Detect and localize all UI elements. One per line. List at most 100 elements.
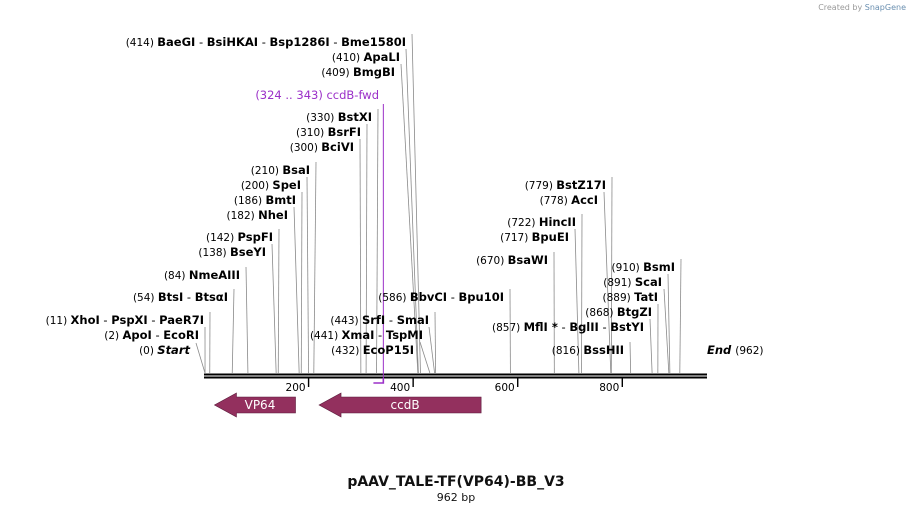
enzyme-name: BmtI <box>265 193 296 207</box>
enzyme-name: BsaWI <box>508 253 548 267</box>
site-position: (11) <box>46 315 71 327</box>
site-leader-line <box>419 341 431 374</box>
site-position: (443) <box>330 315 362 327</box>
site-position: (670) <box>476 255 508 267</box>
site-label: (443) SrfI - SmaI <box>330 313 429 327</box>
start-position: (0) <box>139 345 157 357</box>
site-leader-line <box>405 48 419 374</box>
enzyme-name: AccI <box>571 193 598 207</box>
site-separator: - <box>599 320 610 334</box>
site-label: (210) BsaI <box>251 163 310 177</box>
site-position: (414) <box>126 37 158 49</box>
start-leader-line <box>195 342 206 374</box>
site-separator: - <box>195 35 206 49</box>
site-label: (889) TatI <box>603 290 658 304</box>
enzyme-name: BaeGI <box>157 35 195 49</box>
site-leader-line <box>293 206 300 374</box>
site-position: (717) <box>500 232 532 244</box>
site-position: (778) <box>540 195 572 207</box>
enzyme-name: ScaI <box>635 275 662 289</box>
enzyme-name: EcoP15I <box>363 343 414 357</box>
enzyme-name: XhoI <box>71 313 100 327</box>
site-leader-line <box>271 243 277 374</box>
site-leader-line <box>411 33 421 374</box>
enzyme-name: Bme1580I <box>341 35 406 49</box>
site-leader-line <box>245 266 249 374</box>
enzyme-name: BbvCI <box>410 290 447 304</box>
enzyme-name: NmeAIII <box>189 268 240 282</box>
site-leader-line <box>663 288 670 374</box>
site-label: (414) BaeGI - BsiHKAI - Bsp1286I - Bme15… <box>126 35 406 49</box>
site-leader-lines <box>204 33 682 374</box>
site-separator: - <box>385 313 396 327</box>
site-label: (310) BsrFI <box>296 125 361 139</box>
site-label: (432) EcoP15I <box>331 343 414 357</box>
site-separator: - <box>183 290 194 304</box>
site-leader-line <box>679 258 682 374</box>
site-label: (330) BstXI <box>306 110 372 124</box>
enzyme-name: TspMI <box>386 328 423 342</box>
site-separator: - <box>447 290 458 304</box>
site-position: (84) <box>164 270 189 282</box>
site-position: (2) <box>104 330 122 342</box>
enzyme-name: BsiHKAI <box>207 35 258 49</box>
dna-backbone <box>204 373 707 379</box>
site-position: (816) <box>552 345 584 357</box>
site-label: (670) BsaWI <box>476 253 548 267</box>
site-label: (84) NmeAIII <box>164 268 240 282</box>
enzyme-name: SmaI <box>397 313 429 327</box>
site-label: (200) SpeI <box>241 178 301 192</box>
site-leader-line <box>649 318 653 374</box>
enzyme-name: BsaI <box>282 163 310 177</box>
site-separator: - <box>258 35 269 49</box>
site-leader-line <box>428 326 435 374</box>
site-separator: - <box>152 328 163 342</box>
site-separator: - <box>374 328 385 342</box>
enzyme-name: BtsI <box>158 290 183 304</box>
enzyme-name: NheI <box>258 208 288 222</box>
feature-arrows: VP64 ccdB <box>213 392 482 418</box>
feature-label: VP64 <box>245 398 276 412</box>
site-position: (722) <box>507 217 539 229</box>
credit-prefix: Created by <box>818 3 863 12</box>
site-position: (891) <box>603 277 635 289</box>
enzyme-name: BpuEI <box>532 230 569 244</box>
site-leader-line <box>629 341 632 374</box>
site-label: (717) BpuEI <box>500 230 569 244</box>
enzyme-name: BssHII <box>583 343 624 357</box>
enzyme-name: BmgBI <box>353 65 395 79</box>
tick-label: 400 <box>390 382 410 394</box>
enzyme-name: BglII <box>569 320 599 334</box>
site-label: (778) AccI <box>540 193 598 207</box>
site-position: (779) <box>525 180 557 192</box>
enzyme-name: BsmI <box>643 260 675 274</box>
site-position: (300) <box>290 142 322 154</box>
enzyme-name: PspFI <box>238 230 273 244</box>
site-leader-line <box>306 176 309 374</box>
site-label: (722) HincII <box>507 215 576 229</box>
ruler-ticks: 200 400 600 800 <box>286 378 623 394</box>
site-leader-line <box>277 228 280 374</box>
site-label: (910) BsmI <box>612 260 675 274</box>
site-position: (330) <box>306 112 338 124</box>
site-leader-line <box>365 123 368 374</box>
enzyme-name: XmaI <box>342 328 375 342</box>
site-position: (432) <box>331 345 363 357</box>
site-leader-line <box>400 63 419 374</box>
site-separator: - <box>558 320 569 334</box>
site-labels: (414) BaeGI - BsiHKAI - Bsp1286I - Bme15… <box>46 35 675 357</box>
site-label: (142) PspFI <box>206 230 273 244</box>
site-position: (142) <box>206 232 238 244</box>
plasmid-length: 962 bp <box>436 491 476 504</box>
site-position: (409) <box>321 67 353 79</box>
site-leader-line <box>610 176 613 374</box>
site-position: (868) <box>585 307 617 319</box>
enzyme-name: PspXI <box>111 313 147 327</box>
site-label: (410) ApaLI <box>332 50 400 64</box>
site-position: (182) <box>227 210 259 222</box>
enzyme-name: Bsp1286I <box>270 35 330 49</box>
primer-binding-bracket <box>373 378 385 384</box>
enzyme-name: MflI * <box>524 320 558 334</box>
site-position: (889) <box>603 292 635 304</box>
site-label: (586) BbvCI - Bpu10I <box>378 290 504 304</box>
